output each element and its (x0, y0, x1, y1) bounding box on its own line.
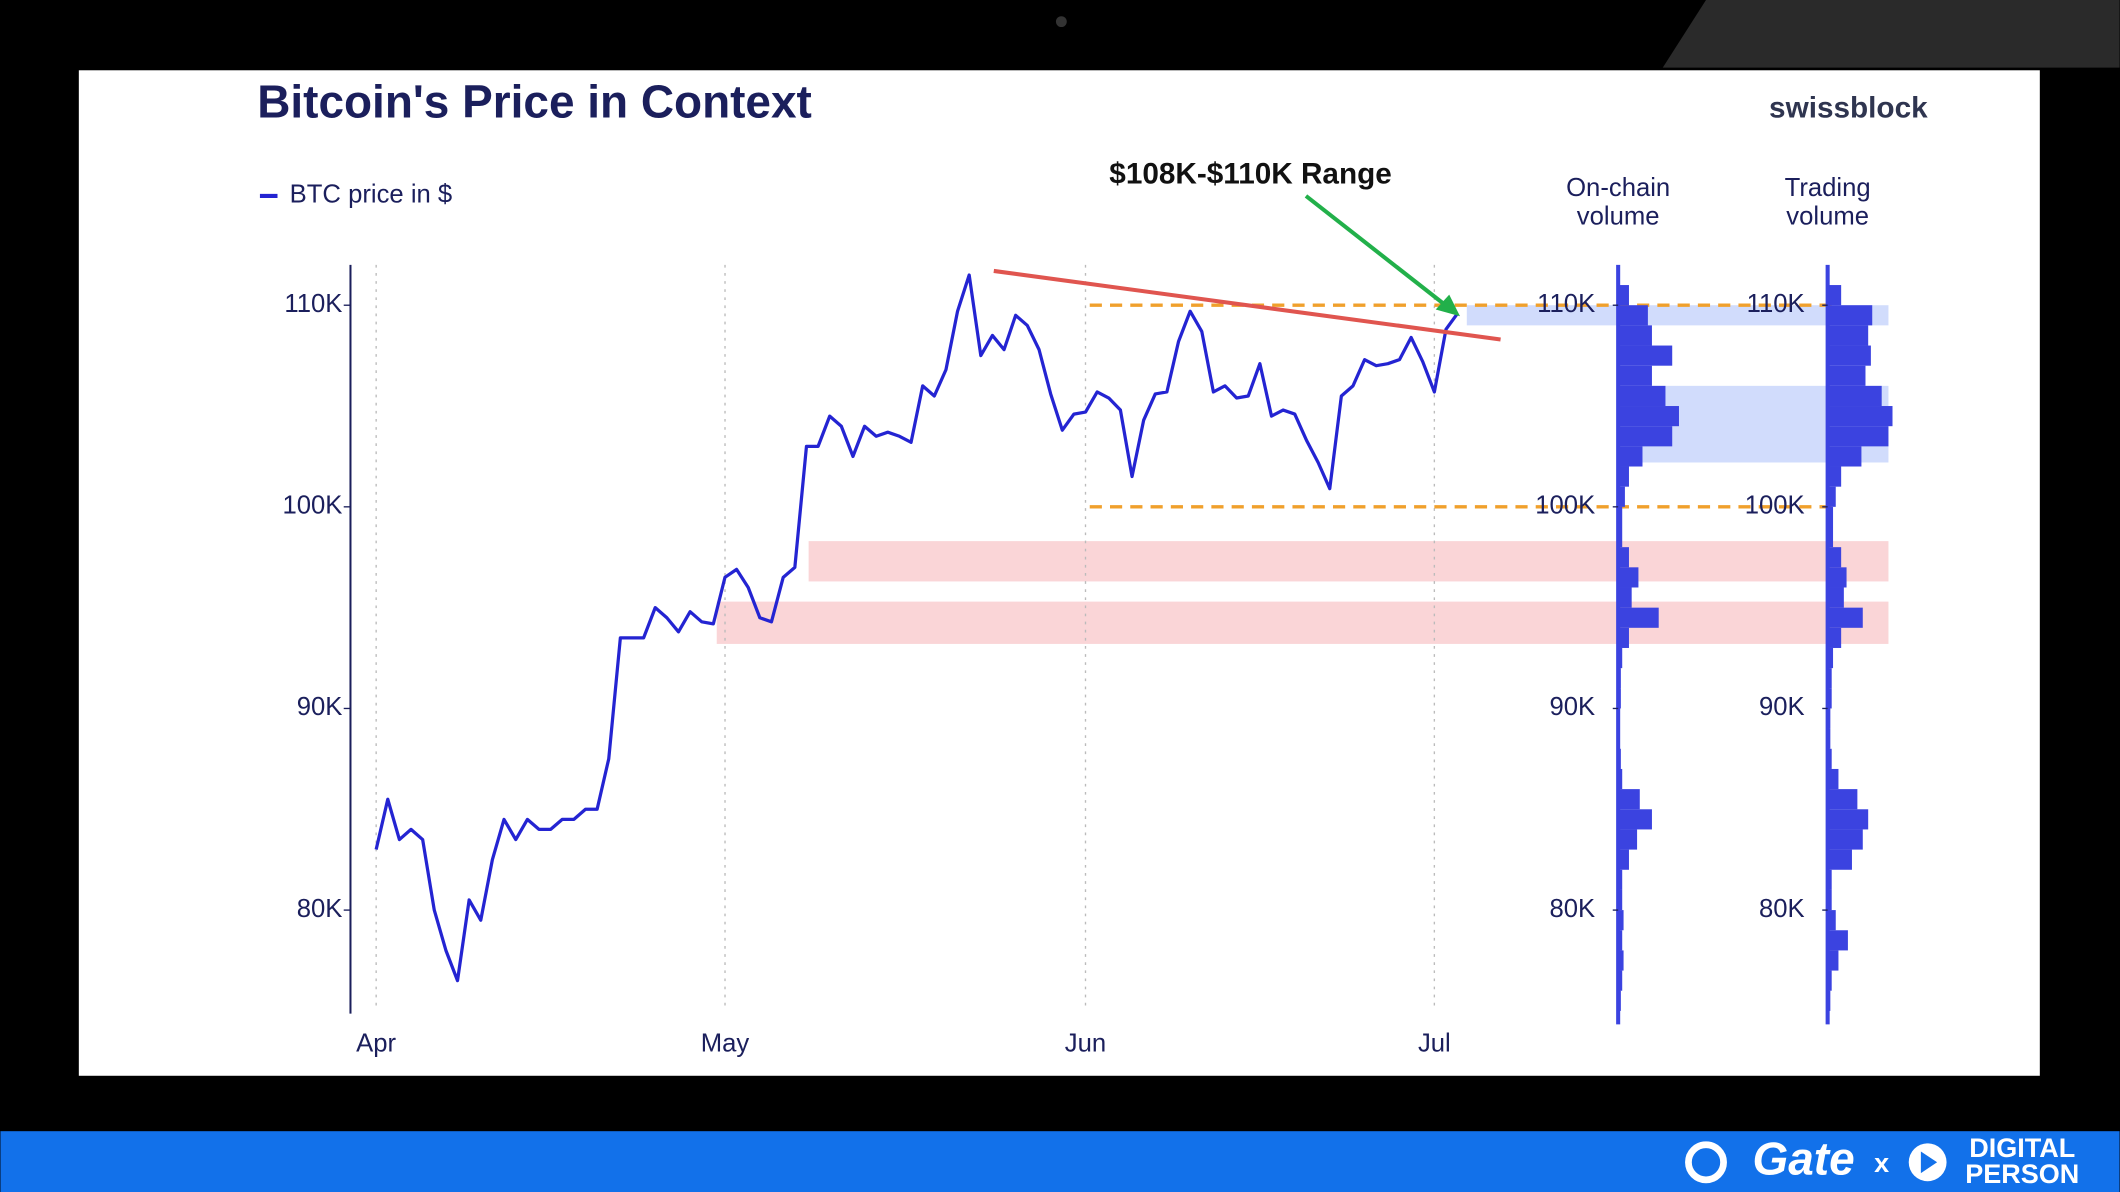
volume-bar (1618, 446, 1643, 467)
volume-bar (1827, 849, 1852, 870)
volume-bar (1618, 607, 1659, 628)
y-tick-label: 100K (1535, 492, 1595, 520)
panel-title: Trading volume (1785, 174, 1871, 230)
volume-bar (1827, 345, 1871, 366)
volume-bar (1827, 587, 1844, 608)
y-tick-label: 80K (1759, 895, 1805, 923)
volume-bar (1827, 829, 1863, 850)
y-tick-label: 90K (1550, 693, 1596, 721)
camera (1055, 16, 1067, 28)
volume-bar (1827, 809, 1869, 830)
volume-bar (1827, 466, 1842, 487)
footer-separator: x (1874, 1148, 1889, 1178)
y-tick-label: 110K (1747, 290, 1805, 318)
volume-bar (1827, 446, 1862, 467)
brand: swissblock (1769, 91, 1928, 124)
support-band (716, 601, 1889, 644)
annotation-arrow (1304, 194, 1451, 310)
y-tick-label: 90K (1759, 693, 1805, 721)
y-tick-label: 90K (297, 693, 343, 721)
volume-bar (1618, 385, 1666, 407)
volume-bar (1618, 829, 1638, 850)
y-tick-label: 100K (282, 492, 342, 520)
volume-bar (1827, 910, 1836, 931)
volume-bar (1827, 305, 1873, 326)
footer-partner: DIGITAL (1969, 1133, 2075, 1163)
chart-title: Bitcoin's Price in Context (257, 76, 812, 128)
volume-bar (1618, 809, 1652, 830)
volume-bar (1827, 527, 1834, 548)
volume-bar (1618, 285, 1629, 306)
price-line (374, 273, 1459, 983)
volume-bar (1618, 426, 1673, 447)
gate-logo (1685, 1141, 1727, 1184)
frame-corner (1662, 0, 2120, 68)
x-tick-label: Apr (356, 1029, 396, 1057)
volume-bar (1827, 567, 1847, 588)
annotation: $108K-$110K Range (1109, 158, 1391, 191)
volume-bar (1618, 345, 1673, 366)
volume-bar (1618, 466, 1629, 487)
y-tick-label: 80K (297, 895, 343, 923)
volume-bar (1618, 325, 1652, 346)
volume-bar (1827, 486, 1836, 507)
x-tick-label: Jun (1065, 1029, 1106, 1057)
y-tick-label: 100K (1745, 492, 1805, 520)
y-tick-label: 110K (284, 290, 342, 318)
volume-bar (1618, 365, 1652, 386)
volume-bar (1827, 607, 1863, 628)
x-tick-label: Jul (1418, 1029, 1451, 1057)
volume-bar (1618, 950, 1624, 971)
volume-bar (1827, 506, 1834, 528)
volume-bar (1827, 385, 1882, 407)
volume-bar (1827, 789, 1858, 810)
volume-bar (1827, 647, 1834, 669)
footer-brand: Gate (1753, 1132, 1855, 1184)
volume-bar (1827, 426, 1889, 447)
volume-bar (1827, 627, 1842, 648)
dp-logo-play (1920, 1151, 1938, 1174)
highlight-band (1466, 305, 1889, 326)
trend-line (993, 268, 1501, 342)
footer-bar (0, 1131, 2120, 1192)
volume-bar (1827, 930, 1848, 951)
volume-bar (1618, 627, 1629, 648)
volume-bar (1827, 768, 1839, 790)
legend-label: BTC price in $ (290, 181, 453, 209)
volume-bar (1827, 950, 1839, 971)
volume-bar (1827, 547, 1842, 568)
volume-bar (1618, 910, 1624, 931)
volume-bar (1827, 406, 1893, 427)
footer-partner: PERSON (1965, 1159, 2079, 1189)
volume-bar (1618, 587, 1632, 608)
volume-bar (1618, 406, 1679, 427)
volume-bar (1618, 305, 1648, 326)
support-band (808, 541, 1889, 582)
y-tick-label: 110K (1537, 290, 1595, 318)
y-tick-label: 80K (1550, 895, 1596, 923)
volume-bar (1618, 486, 1625, 507)
volume-bar (1618, 789, 1640, 810)
volume-bar (1618, 849, 1629, 870)
volume-bar (1827, 285, 1842, 306)
volume-bar (1618, 567, 1639, 588)
x-tick-label: May (701, 1029, 750, 1057)
volume-bar (1618, 547, 1629, 568)
arrow-head (1435, 294, 1461, 317)
panel-title: On-chain volume (1566, 174, 1670, 230)
volume-bar (1827, 365, 1866, 386)
volume-bar (1827, 325, 1869, 346)
plot-area: Apr May Jun Jul 80K 90K 100K 110K On-chain volume… (282, 174, 1893, 1057)
